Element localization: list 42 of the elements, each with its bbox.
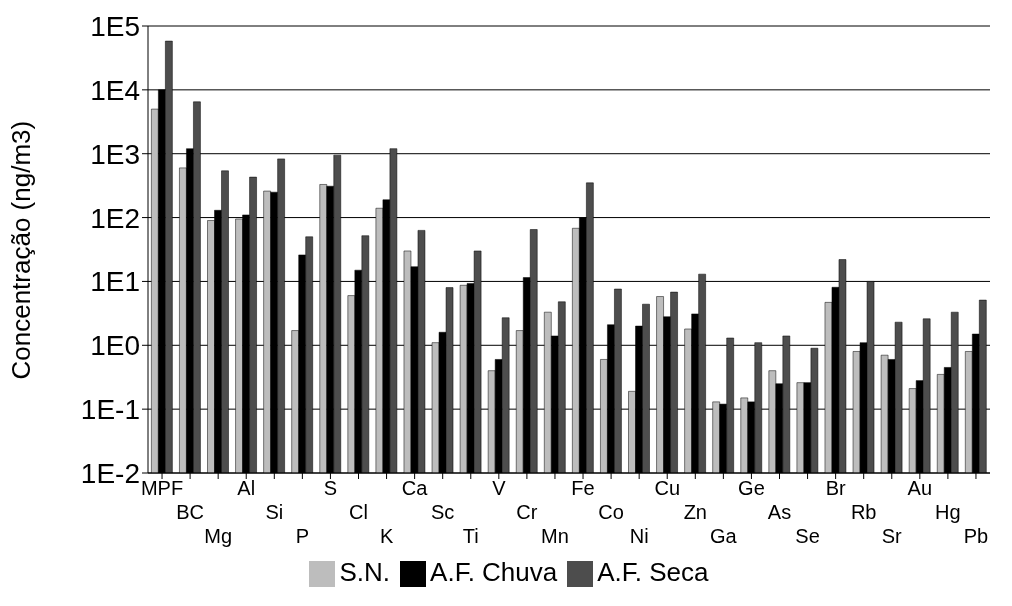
legend-label: A.F. Chuva bbox=[430, 557, 558, 587]
x-tick-label: Sr bbox=[881, 525, 903, 547]
y-axis-title: Concentração (ng/m3) bbox=[6, 120, 37, 380]
y-tick-label: 1E-2 bbox=[80, 457, 140, 489]
x-tick-label: Rb bbox=[850, 501, 877, 523]
x-tick-label: Ni bbox=[629, 525, 649, 547]
x-tick-label: Co bbox=[598, 501, 624, 523]
x-tick-label: Cl bbox=[349, 501, 368, 523]
x-tick-label: Ca bbox=[401, 477, 429, 499]
x-tick-label: P bbox=[295, 525, 310, 547]
x-tick-label: Cu bbox=[654, 477, 681, 499]
x-tick-label: BC bbox=[176, 501, 204, 523]
legend-label: A.F. Seca bbox=[597, 557, 709, 587]
x-tick-label: V bbox=[492, 477, 507, 499]
y-tick-label: 1E3 bbox=[90, 138, 140, 170]
x-tick-label: Si bbox=[265, 501, 284, 523]
x-tick-label: Al bbox=[237, 477, 256, 499]
x-tick-label: Pb bbox=[963, 525, 989, 547]
x-tick-label: As bbox=[767, 501, 792, 523]
y-tick-label: 1E5 bbox=[90, 10, 140, 42]
y-tick-label: 1E-1 bbox=[80, 394, 140, 426]
x-tick-label: MPF bbox=[140, 477, 184, 499]
legend-label: S.N. bbox=[339, 557, 391, 587]
x-tick-label: Cr bbox=[516, 501, 538, 523]
x-tick-label: S bbox=[323, 477, 338, 499]
y-tick-label: 1E0 bbox=[90, 330, 140, 362]
x-tick-label: Mn bbox=[541, 525, 569, 547]
x-tick-label: Au bbox=[907, 477, 933, 499]
x-tick-label: Mg bbox=[204, 525, 233, 547]
x-tick-label: Hg bbox=[935, 501, 961, 523]
x-tick-label: Zn bbox=[683, 501, 707, 523]
x-tick-label: Br bbox=[825, 477, 846, 499]
x-tick-label: Fe bbox=[571, 477, 595, 499]
y-tick-label: 1E1 bbox=[90, 266, 140, 298]
x-tick-label: Sc bbox=[431, 501, 455, 523]
y-tick-label: 1E4 bbox=[90, 74, 140, 106]
x-tick-label: Se bbox=[795, 525, 820, 547]
x-tick-label: K bbox=[379, 525, 394, 547]
x-tick-label: Ge bbox=[738, 477, 765, 499]
x-tick-label: Ti bbox=[462, 525, 479, 547]
y-tick-label: 1E2 bbox=[90, 202, 140, 234]
x-tick-label: Ga bbox=[710, 525, 738, 547]
